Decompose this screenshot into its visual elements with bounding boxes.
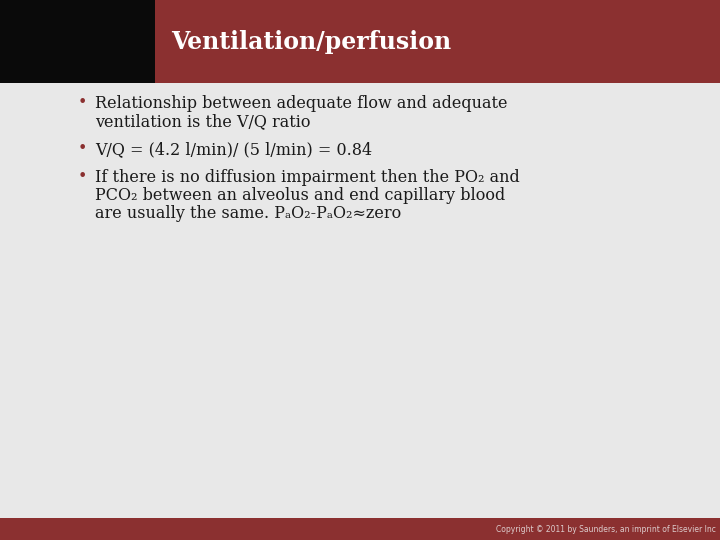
Bar [0, 0, 720, 83]
Text: ventilation is the V/Q ratio: ventilation is the V/Q ratio [95, 113, 310, 130]
Text: Ventilation/perfusion: Ventilation/perfusion [171, 30, 451, 53]
Text: Copyright © 2011 by Saunders, an imprint of Elsevier Inc: Copyright © 2011 by Saunders, an imprint… [496, 524, 716, 534]
Text: PCO₂ between an alveolus and end capillary blood: PCO₂ between an alveolus and end capilla… [95, 187, 505, 204]
Bar [0, 0, 155, 83]
Text: Relationship between adequate flow and adequate: Relationship between adequate flow and a… [95, 95, 508, 112]
Bar [0, 518, 720, 540]
Text: If there is no diffusion impairment then the PO₂ and: If there is no diffusion impairment then… [95, 169, 520, 186]
Text: •: • [77, 169, 86, 184]
Text: •: • [77, 141, 86, 156]
Text: are usually the same. PₐO₂-PₐO₂≈zero: are usually the same. PₐO₂-PₐO₂≈zero [95, 205, 401, 222]
Text: V/Q = (4.2 l/min)/ (5 l/min) = 0.84: V/Q = (4.2 l/min)/ (5 l/min) = 0.84 [95, 141, 372, 158]
Text: •: • [77, 95, 86, 110]
